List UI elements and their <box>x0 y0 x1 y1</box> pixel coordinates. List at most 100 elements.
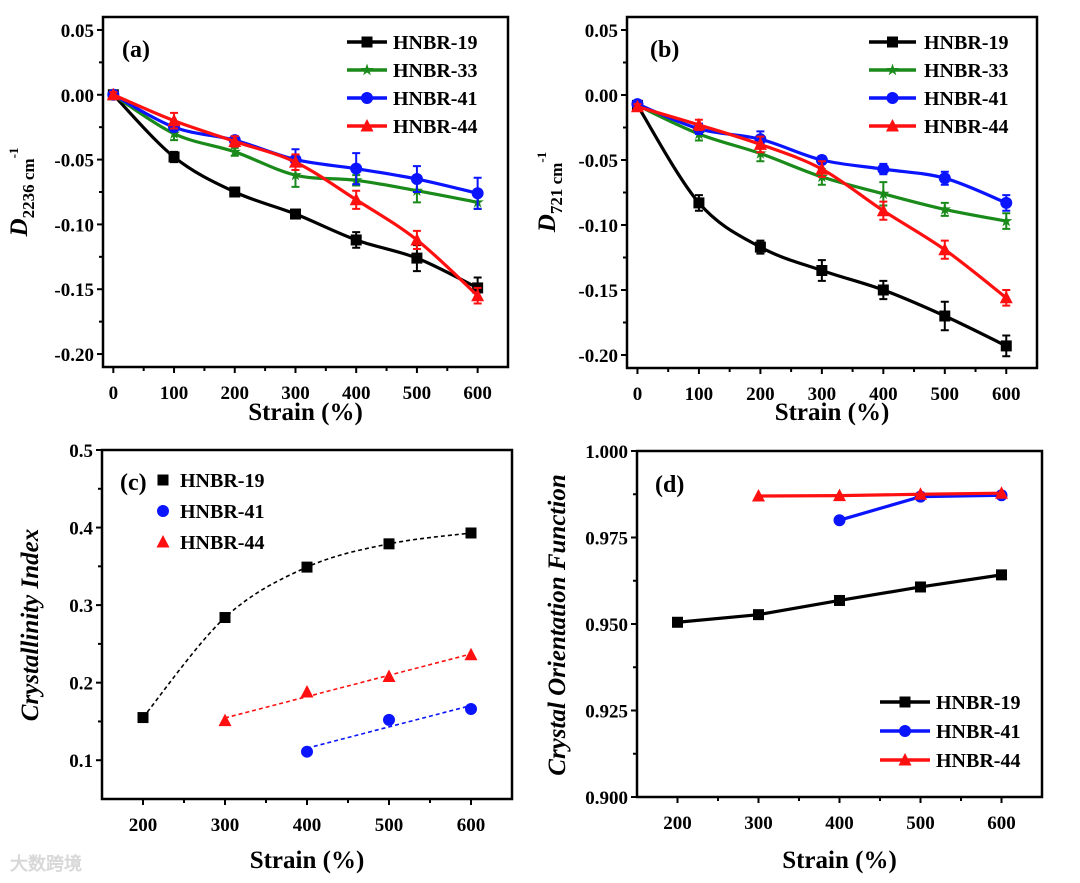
legend-label: HNBR-41 <box>924 88 1008 110</box>
y-tick-label: -0.05 <box>578 151 618 172</box>
circle-marker <box>833 514 846 527</box>
square-marker <box>350 234 362 246</box>
x-tick-label: 400 <box>293 815 322 836</box>
triangle-marker <box>876 203 890 217</box>
series-line <box>758 491 1002 498</box>
panel-label: (c) <box>120 470 147 496</box>
star-marker <box>938 202 951 215</box>
x-tick-label: 600 <box>463 383 492 404</box>
series-line <box>636 104 1007 348</box>
x-tick-label: 400 <box>869 384 898 405</box>
square-marker <box>887 36 898 48</box>
triangle-marker <box>833 488 846 502</box>
y-tick-label: 0.950 <box>585 615 628 636</box>
x-tick-label: 200 <box>221 383 250 404</box>
square-marker <box>672 616 683 628</box>
y-axis-title: Crystallinity Index <box>17 529 44 721</box>
x-tick-label: 600 <box>992 384 1021 405</box>
y-axis-title-sub: 721 cm <box>547 163 566 214</box>
square-marker <box>1000 340 1012 352</box>
y-tick-label: 0.00 <box>585 86 618 107</box>
circle-marker <box>1000 196 1013 209</box>
x-tick-label: 200 <box>129 815 158 836</box>
legend: HNBR-19 HNBR-33 HNBR-41 HNBR-44 <box>347 32 477 138</box>
triangle-marker <box>410 232 424 246</box>
square-marker <box>229 186 241 198</box>
square-marker <box>834 594 845 606</box>
circle-marker <box>465 703 477 716</box>
y-axis-title-main: D <box>534 214 561 233</box>
triangle-marker <box>349 192 363 206</box>
triangle-marker <box>156 535 170 548</box>
circle-marker <box>877 163 890 176</box>
triangle-marker <box>106 87 120 101</box>
square-marker <box>915 581 926 593</box>
square-marker <box>383 538 395 550</box>
legend-label: HNBR-19 <box>180 470 264 492</box>
x-axis-title: Strain (%) <box>248 399 363 426</box>
x-axis-title: Strain (%) <box>782 847 897 874</box>
y-tick-label: 0.1 <box>69 751 93 772</box>
square-marker <box>753 609 764 621</box>
series-hnbr-41 <box>631 98 1013 212</box>
x-tick-label: 100 <box>685 384 714 405</box>
y-tick-label: -0.15 <box>578 281 618 302</box>
legend-label: HNBR-41 <box>936 721 1020 743</box>
triangle-marker <box>815 162 829 175</box>
plot-frame <box>100 448 514 801</box>
series-hnbr-19 <box>672 569 1007 628</box>
circle-marker <box>938 172 951 185</box>
legend-label: HNBR-44 <box>936 750 1020 772</box>
legend-item: HNBR-33 <box>347 60 477 82</box>
legend-label: HNBR-44 <box>393 116 477 138</box>
legend-item: HNBR-41 <box>347 88 477 110</box>
triangle-marker <box>630 99 644 113</box>
legend-item: HNBR-19 <box>347 32 477 54</box>
square-marker <box>465 527 477 539</box>
x-tick-label: 500 <box>375 815 404 836</box>
y-tick-label: 0.05 <box>61 21 94 42</box>
legend-label: HNBR-33 <box>393 60 477 82</box>
plot-frame <box>625 15 1039 370</box>
x-tick-label: 300 <box>281 383 310 404</box>
circle-marker <box>383 713 395 726</box>
square-marker <box>168 151 180 163</box>
plot-frame <box>635 449 1044 799</box>
x-tick-label: 500 <box>906 813 935 834</box>
y-tick-label: 0.00 <box>61 86 94 107</box>
triangle-marker <box>218 713 232 727</box>
y-tick-label: 0.05 <box>585 21 618 42</box>
triangle-marker <box>382 669 396 682</box>
x-tick-label: 0 <box>633 384 643 405</box>
legend-item: HNBR-44 <box>869 116 1008 138</box>
star-marker <box>877 187 890 200</box>
circle-marker <box>410 173 423 186</box>
y-axis-title-main: D <box>6 218 33 237</box>
legend-label: HNBR-41 <box>180 501 264 523</box>
x-tick-label: 300 <box>211 815 240 836</box>
y-axis-title-sub: 2236 cm <box>19 158 38 218</box>
legend-item: HNBR-41 <box>880 721 1020 743</box>
series-hnbr-41 <box>301 703 477 758</box>
x-tick-label: 600 <box>457 815 486 836</box>
legend-label: HNBR-19 <box>393 32 477 54</box>
circle-marker <box>350 162 363 175</box>
square-marker <box>939 310 951 322</box>
legend-item: HNBR-44 <box>156 532 264 554</box>
panel-label: (d) <box>655 472 684 498</box>
y-tick-label: 0.900 <box>585 788 628 809</box>
fit-line <box>224 653 472 719</box>
panel-a: 0 100 200 300 400 500 600 0.05 0.00 -0.05 -0.10 -0.… <box>6 15 510 426</box>
x-tick-label: 500 <box>931 384 960 405</box>
circle-marker <box>815 154 828 166</box>
y-tick-label: -0.20 <box>54 345 94 366</box>
panel-b: 0 100 200 300 400 500 600 0.05 0.00 -0.05 -0.10 -0.… <box>534 15 1039 426</box>
y-tick-label: -0.05 <box>54 151 94 172</box>
panel-label: (a) <box>122 37 150 63</box>
panel-d: 200 300 400 500 600 1.000 0.975 0.950 0.925 0.900… <box>544 442 1044 874</box>
y-tick-label: 0.975 <box>585 529 628 550</box>
triangle-marker <box>999 290 1013 304</box>
y-tick-label: 0.925 <box>585 702 628 723</box>
watermark: 大数跨境 <box>10 853 82 875</box>
legend-item: HNBR-19 <box>157 470 264 492</box>
